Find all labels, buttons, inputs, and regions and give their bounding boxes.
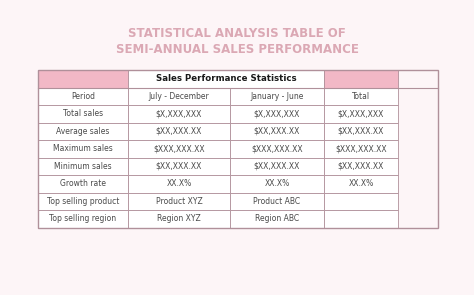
Bar [128,122,230,140]
Text: July - December: July - December [149,92,210,101]
Bar [230,193,324,210]
Bar [324,193,398,210]
Text: STATISTICAL ANALYSIS TABLE OF: STATISTICAL ANALYSIS TABLE OF [128,27,346,40]
Bar [38,122,128,140]
Bar [324,88,398,105]
Text: Total sales: Total sales [63,109,103,118]
Bar [38,105,128,122]
Bar [38,158,128,175]
Text: Period: Period [71,92,95,101]
Bar [230,105,324,122]
Bar [324,70,398,88]
Text: Top selling region: Top selling region [49,214,117,223]
Text: $XX,XXX.XX: $XX,XXX.XX [254,127,300,136]
Bar [128,70,324,88]
Text: $XXX,XXX.XX: $XXX,XXX.XX [251,144,303,153]
Text: SEMI-ANNUAL SALES PERFORMANCE: SEMI-ANNUAL SALES PERFORMANCE [116,43,358,56]
Text: Top selling product: Top selling product [47,197,119,206]
Text: $X,XXX,XXX: $X,XXX,XXX [254,109,300,118]
Bar [128,105,230,122]
Bar [324,210,398,227]
Text: XX.X%: XX.X% [166,179,191,188]
Text: $X,XXX,XXX: $X,XXX,XXX [338,109,384,118]
Text: Growth rate: Growth rate [60,179,106,188]
Bar [230,122,324,140]
Text: Region ABC: Region ABC [255,214,299,223]
Text: Minimum sales: Minimum sales [54,162,112,171]
Text: $X,XXX,XXX: $X,XXX,XXX [156,109,202,118]
Bar [230,210,324,227]
Bar [128,210,230,227]
Bar [38,70,128,88]
Bar [128,158,230,175]
Bar [128,175,230,193]
Bar [230,88,324,105]
Text: $XXX,XXX.XX: $XXX,XXX.XX [335,144,387,153]
Bar [38,88,128,105]
Text: $XXX,XXX.XX: $XXX,XXX.XX [153,144,205,153]
Bar [38,193,128,210]
Text: Sales Performance Statistics: Sales Performance Statistics [155,74,296,83]
Text: $XX,XXX.XX: $XX,XXX.XX [156,127,202,136]
Text: $XX,XXX.XX: $XX,XXX.XX [338,162,384,171]
Text: $XX,XXX.XX: $XX,XXX.XX [254,162,300,171]
Bar [128,88,230,105]
Text: Average sales: Average sales [56,127,109,136]
Text: Total: Total [352,92,370,101]
Text: Product XYZ: Product XYZ [155,197,202,206]
Bar [324,158,398,175]
Text: January - June: January - June [250,92,304,101]
Text: XX.X%: XX.X% [264,179,290,188]
Bar [38,175,128,193]
Bar [230,158,324,175]
Bar [38,210,128,227]
Bar [230,175,324,193]
Bar [128,140,230,158]
Text: $XX,XXX.XX: $XX,XXX.XX [156,162,202,171]
Bar [38,70,438,227]
Text: Region XYZ: Region XYZ [157,214,201,223]
Bar [324,140,398,158]
Bar [230,140,324,158]
Bar [128,193,230,210]
Bar [324,122,398,140]
Text: $XX,XXX.XX: $XX,XXX.XX [338,127,384,136]
Bar [324,175,398,193]
Text: Product ABC: Product ABC [254,197,301,206]
Text: Maximum sales: Maximum sales [53,144,113,153]
Bar [324,105,398,122]
Bar [38,140,128,158]
Text: XX.X%: XX.X% [348,179,374,188]
